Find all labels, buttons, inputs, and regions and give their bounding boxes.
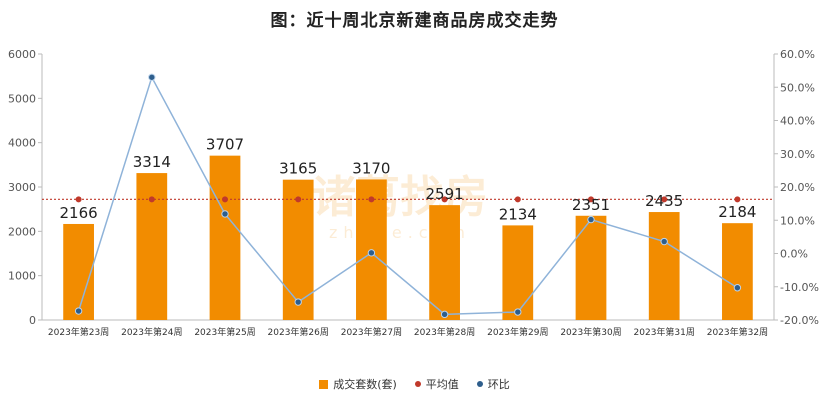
y-right-tick-label: -10.0% [780, 281, 819, 294]
x-tick-label: 2023年第23周 [48, 326, 109, 338]
avg-point [222, 196, 228, 203]
ring-point [367, 249, 376, 257]
bar [648, 212, 680, 320]
x-tick-label: 2023年第32周 [707, 326, 768, 338]
bar [282, 179, 314, 320]
legend-ring-swatch [476, 381, 483, 387]
ring-point [294, 298, 302, 306]
y-left-tick-label: 3000 [8, 181, 36, 194]
ring-point [660, 237, 668, 246]
legend-bar-swatch [319, 379, 329, 389]
avg-point [75, 196, 82, 203]
x-tick-label: 2023年第31周 [634, 326, 695, 338]
bar-data-label: 2435 [645, 192, 683, 210]
legend-avg-swatch [414, 381, 421, 387]
x-tick-label: 2023年第25周 [194, 326, 255, 338]
x-tick-label: 2023年第28周 [414, 326, 475, 338]
avg-point [148, 196, 155, 203]
y-left-tick-label: 2000 [8, 225, 36, 238]
ring-point [74, 307, 83, 315]
legend-bar-label: 成交套数(套) [333, 378, 397, 391]
y-left-tick-label: 0 [29, 314, 36, 327]
avg-point [441, 196, 448, 203]
ring-point [587, 215, 595, 224]
bar [63, 223, 94, 320]
y-left-tick-label: 6000 [8, 48, 36, 61]
bar-data-label: 2134 [499, 205, 537, 223]
ring-line [77, 75, 738, 316]
bar-data-label: 3165 [279, 160, 317, 178]
y-right-tick-label: 10.0% [780, 214, 815, 227]
legend-avg-label: 平均值 [425, 378, 459, 391]
y-left-tick-label: 4000 [8, 137, 36, 150]
y-right-tick-label: 60.0% [780, 48, 815, 61]
y-right-tick-label: 0.0% [780, 248, 808, 261]
bar [429, 205, 460, 320]
avg-point [661, 196, 668, 203]
y-right-tick-label: 30.0% [780, 148, 815, 161]
ring-point [733, 284, 742, 292]
y-right-tick-label: 20.0% [780, 181, 815, 194]
avg-point [295, 196, 302, 203]
legend-item-bar: 成交套数(套) [319, 376, 397, 392]
bar-data-label: 3314 [133, 153, 171, 171]
ring-point [221, 210, 229, 218]
chart-title: 图：近十周北京新建商品房成交走势 [270, 11, 559, 31]
legend-ring-label: 环比 [487, 378, 510, 391]
ring-point [514, 308, 522, 316]
bar-data-label: 3707 [206, 136, 244, 154]
y-right-tick-label: 50.0% [780, 81, 815, 94]
x-tick-label: 2023年第24周 [121, 326, 182, 338]
bar [136, 173, 168, 320]
ring-point [148, 73, 156, 81]
x-tick-label: 2023年第26周 [268, 326, 329, 338]
bar-data-label: 3170 [352, 159, 390, 177]
y-right-tick-label: 40.0% [780, 115, 815, 128]
bar-data-label: 2166 [60, 204, 98, 222]
x-tick-label: 2023年第27周 [341, 326, 402, 338]
bar [209, 155, 241, 320]
avg-point [734, 196, 741, 203]
y-left-tick-label: 5000 [8, 92, 36, 105]
bar-data-label: 2591 [426, 185, 464, 203]
x-tick-label: 2023年第29周 [487, 326, 548, 338]
bar [722, 223, 753, 320]
x-tick-label: 2023年第30周 [560, 326, 621, 338]
bar-data-label: 2184 [718, 203, 756, 221]
y-right-tick-label: -20.0% [780, 314, 819, 327]
legend-item-avg: 平均值 [414, 376, 459, 392]
y-left-tick-label: 1000 [8, 270, 36, 283]
legend: 成交套数(套) 平均值 环比 [0, 376, 829, 392]
avg-point [588, 196, 594, 203]
bar [575, 215, 607, 320]
ring-point [440, 310, 449, 319]
bar-data-label: 2351 [572, 196, 610, 214]
bar [502, 225, 534, 320]
legend-item-ring: 环比 [476, 376, 510, 392]
avg-point [368, 196, 375, 203]
avg-point [514, 196, 521, 203]
